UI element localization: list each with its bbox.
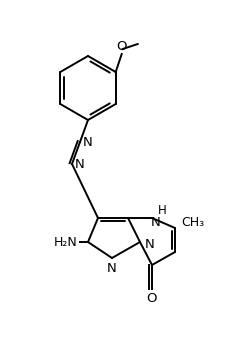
Text: N: N bbox=[144, 238, 154, 252]
Text: H₂N: H₂N bbox=[54, 236, 78, 249]
Text: O: O bbox=[116, 40, 126, 54]
Text: N: N bbox=[150, 215, 160, 229]
Text: CH₃: CH₃ bbox=[181, 217, 204, 229]
Text: H: H bbox=[157, 205, 166, 218]
Text: N: N bbox=[75, 158, 85, 170]
Text: N: N bbox=[83, 135, 93, 149]
Text: N: N bbox=[107, 261, 116, 274]
Text: O: O bbox=[146, 292, 157, 305]
